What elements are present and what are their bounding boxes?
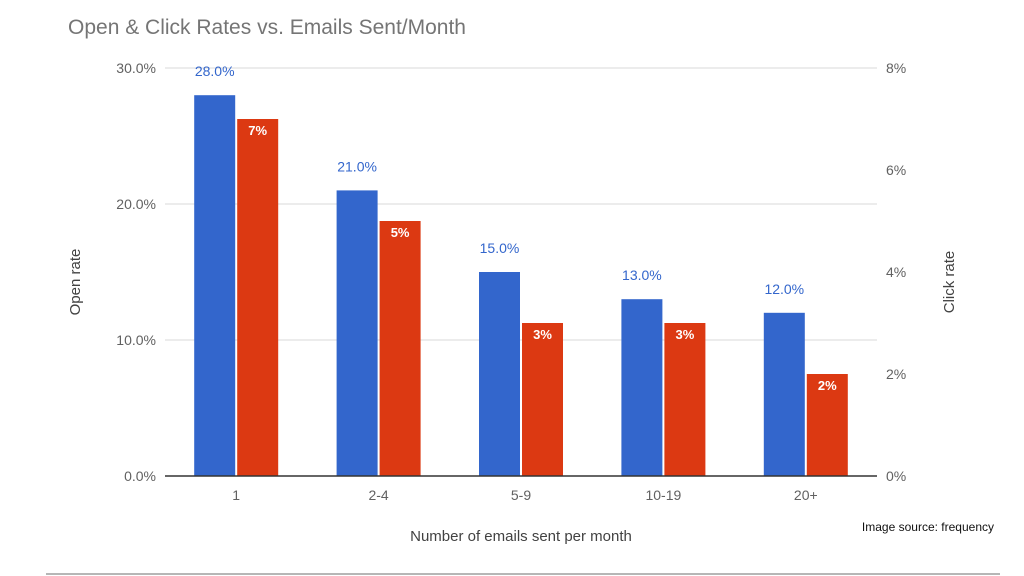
bar-open-rate bbox=[763, 312, 805, 476]
bar-open-rate bbox=[336, 190, 378, 476]
click-rate-data-label: 7% bbox=[248, 123, 267, 138]
click-rate-data-label: 3% bbox=[533, 327, 552, 342]
open-rate-data-label: 12.0% bbox=[764, 281, 804, 297]
right-axis-ticks: 0% 2% 4% 6% 8% bbox=[886, 60, 906, 484]
y2-axis-title: Click rate bbox=[941, 251, 958, 314]
y-axis-title: Open rate bbox=[67, 249, 84, 316]
bar-open-rate bbox=[479, 272, 520, 476]
open-rate-data-label: 13.0% bbox=[622, 267, 662, 283]
y-tick-label: 0.0% bbox=[124, 468, 156, 484]
y2-tick-label: 6% bbox=[886, 162, 906, 178]
x-tick-label: 2-4 bbox=[368, 487, 388, 503]
chart-title: Open & Click Rates vs. Emails Sent/Month bbox=[68, 16, 466, 39]
y-tick-label: 20.0% bbox=[116, 196, 156, 212]
open-rate-data-label: 15.0% bbox=[480, 240, 520, 256]
left-axis-ticks: 0.0% 10.0% 20.0% 30.0% bbox=[116, 60, 156, 484]
image-source-note: Image source: frequency bbox=[862, 520, 994, 534]
y-tick-label: 10.0% bbox=[116, 332, 156, 348]
x-tick-label: 20+ bbox=[794, 487, 818, 503]
bar-open-rate bbox=[621, 299, 663, 476]
bar-click-rate bbox=[522, 323, 563, 476]
bar-open-rate bbox=[194, 95, 236, 476]
x-axis-ticks: 1 2-4 5-9 10-19 20+ bbox=[232, 487, 817, 503]
y2-tick-label: 0% bbox=[886, 468, 906, 484]
click-rate-data-label: 3% bbox=[676, 327, 695, 342]
bar-click-rate bbox=[379, 221, 421, 476]
x-tick-label: 1 bbox=[232, 487, 240, 503]
bar-click-rate bbox=[664, 323, 706, 476]
open-rate-data-label: 21.0% bbox=[337, 158, 377, 174]
click-rate-data-label: 5% bbox=[391, 225, 410, 240]
y2-tick-label: 4% bbox=[886, 264, 906, 280]
y-tick-label: 30.0% bbox=[116, 60, 156, 76]
click-rate-data-label: 2% bbox=[818, 378, 837, 393]
y2-tick-label: 8% bbox=[886, 60, 906, 76]
bar-click-rate bbox=[806, 374, 848, 476]
x-axis-title: Number of emails sent per month bbox=[410, 528, 632, 545]
x-tick-label: 10-19 bbox=[645, 487, 681, 503]
x-tick-label: 5-9 bbox=[511, 487, 531, 503]
open-rate-data-label: 28.0% bbox=[195, 63, 235, 79]
y2-tick-label: 2% bbox=[886, 366, 906, 382]
bars: 28.0% 7% 21.0% 5% 15.0% 3% 13.0% 3% 12.0% 2% bbox=[194, 63, 848, 476]
bar-click-rate bbox=[237, 119, 279, 476]
